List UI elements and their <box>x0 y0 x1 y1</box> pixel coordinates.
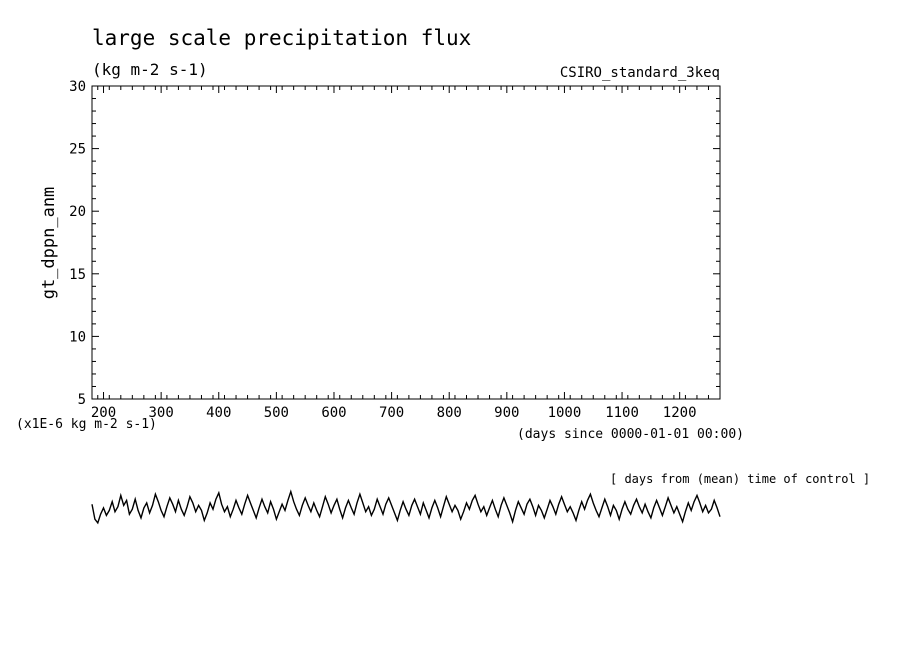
y-axis-ticks: 5 10 15 20 25 30 <box>69 79 720 408</box>
y-axis-label: gt_dppn_anm <box>39 187 59 300</box>
x-tick-label: 800 <box>437 405 462 421</box>
x-tick-label: 1100 <box>605 405 639 421</box>
plot-frame <box>91 85 721 400</box>
chart-title: large scale precipitation flux <box>92 26 471 50</box>
y-tick-label: 15 <box>69 267 86 283</box>
y-tick-label: 20 <box>69 204 86 220</box>
x-tick-label: 1200 <box>663 405 697 421</box>
x-tick-label: 200 <box>91 405 116 421</box>
y-tick-label: 10 <box>69 329 86 345</box>
x-tick-label: 300 <box>148 405 173 421</box>
y-tick-label: 5 <box>78 392 86 408</box>
y-tick-label: 25 <box>69 142 86 158</box>
x-tick-label: 600 <box>321 405 346 421</box>
x-axis-label: (days since 0000-01-01 00:00) <box>517 427 744 442</box>
y-tick-label: 30 <box>69 79 86 95</box>
series-line-0 <box>91 489 721 525</box>
time-note: [ days from (mean) time of control ] <box>610 472 870 486</box>
chart-subtitle: (kg m-2 s-1) <box>92 60 208 79</box>
x-tick-label: 1000 <box>548 405 582 421</box>
x-axis-ticks: 200 300 400 500 600 700 800 900 1000 1100 1200 <box>91 86 721 421</box>
x-tick-label: 700 <box>379 405 404 421</box>
experiment-label: CSIRO_standard_3keq <box>560 65 720 81</box>
x-tick-label: 900 <box>494 405 519 421</box>
series-group <box>91 489 721 525</box>
x-tick-label: 500 <box>264 405 289 421</box>
x-tick-label: 400 <box>206 405 231 421</box>
y-units-label: (x1E-6 kg m-2 s-1) <box>16 417 157 432</box>
